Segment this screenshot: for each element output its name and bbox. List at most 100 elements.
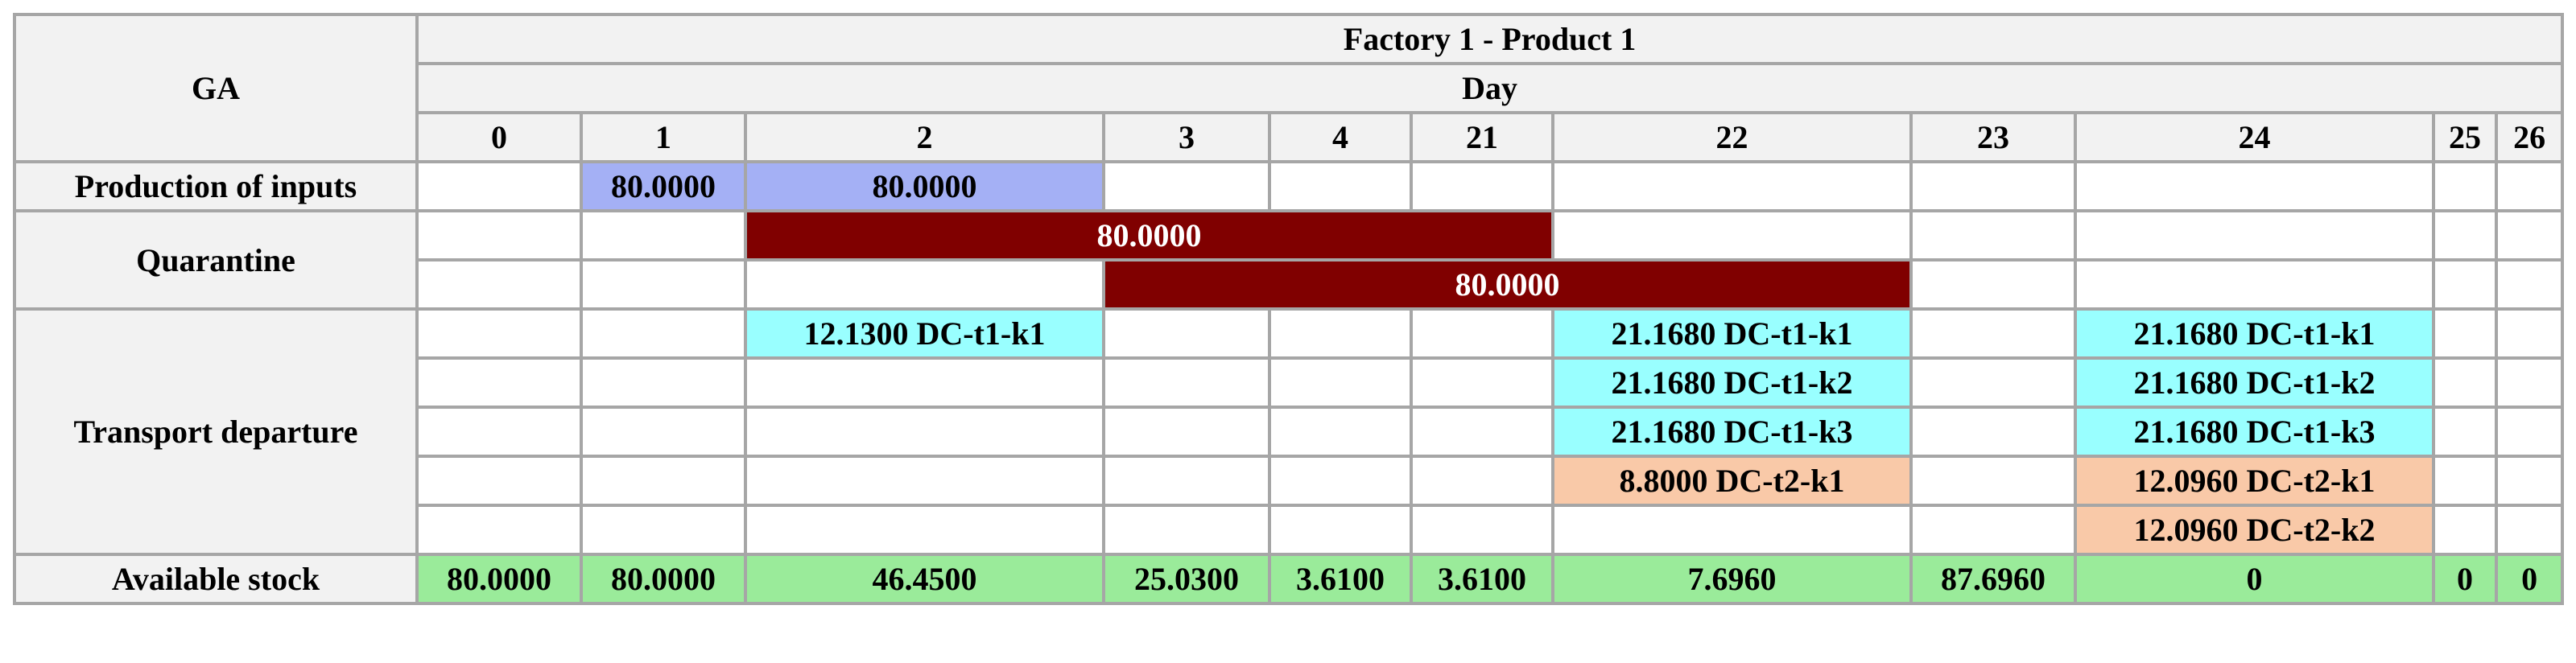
- quarantine-row: Quarantine 80.0000: [13, 209, 2565, 311]
- empty-cell: [1909, 356, 2077, 409]
- transport-cell: 21.1680 DC-t1-k1: [1551, 307, 1913, 360]
- empty-cell: [1268, 307, 1413, 360]
- empty-cell: [580, 307, 747, 360]
- day-header: 0: [415, 111, 583, 163]
- empty-cell: [415, 307, 583, 360]
- transport-row: Transport departure 12.1300 DC-t1-k1 21.…: [13, 307, 2565, 556]
- transport-cell: 12.1300 DC-t1-k1: [744, 307, 1105, 360]
- transport-cell: 21.1680 DC-t1-k3: [1551, 406, 1913, 458]
- empty-cell: [2494, 209, 2565, 261]
- day-header: 3: [1102, 111, 1271, 163]
- stock-cell: 7.6960: [1551, 553, 1913, 605]
- empty-cell: [1909, 258, 2077, 311]
- title: Factory 1 - Product 1: [415, 13, 2565, 65]
- stock-cell: 46.4500: [744, 553, 1105, 605]
- empty-cell: [744, 504, 1105, 556]
- empty-cell: [1410, 504, 1554, 556]
- empty-cell: [1102, 160, 1271, 212]
- row-label: Quarantine: [13, 209, 419, 311]
- empty-cell: [1909, 406, 2077, 458]
- empty-cell: [2432, 160, 2498, 212]
- empty-cell: [415, 455, 583, 507]
- empty-cell: [1909, 209, 2077, 261]
- empty-cell: [2494, 258, 2565, 311]
- empty-cell: [2494, 455, 2565, 507]
- empty-cell: [1410, 455, 1554, 507]
- schedule-table: GA Factory 1 - Product 1 Day 0 1 2 3 4 21 22 23…: [13, 13, 2565, 605]
- empty-cell: [580, 406, 747, 458]
- transport-cell: 21.1680 DC-t1-k1: [2074, 307, 2435, 360]
- empty-cell: [580, 455, 747, 507]
- day-header: 24: [2074, 111, 2435, 163]
- day-header: 21: [1410, 111, 1554, 163]
- stock-cell: 3.6100: [1268, 553, 1413, 605]
- empty-cell: [1909, 307, 2077, 360]
- day-header: 26: [2494, 111, 2565, 163]
- transport-cell: 21.1680 DC-t1-k2: [1551, 356, 1913, 409]
- empty-cell: [1102, 356, 1271, 409]
- empty-cell: [2494, 406, 2565, 458]
- transport-row: 12.0960 DC-t2-k2: [14, 504, 2565, 556]
- empty-cell: [580, 258, 747, 311]
- empty-cell: [1410, 307, 1554, 360]
- transport-row: 8.8000 DC-t2-k1 12.0960 DC-t2-k1: [14, 455, 2565, 507]
- empty-cell: [2432, 455, 2498, 507]
- quarantine-bar: 80.0000: [1102, 258, 1913, 311]
- empty-cell: [580, 504, 747, 556]
- stock-row: Available stock 80.0000 80.0000 46.4500 25.…: [13, 553, 2565, 605]
- stock-cell: 0: [2432, 553, 2498, 605]
- day-header: 2: [744, 111, 1105, 163]
- empty-cell: [2074, 209, 2435, 261]
- empty-cell: [2074, 258, 2435, 311]
- empty-cell: [744, 455, 1105, 507]
- corner: GA: [13, 13, 419, 163]
- stock-cell: 0: [2074, 553, 2435, 605]
- empty-cell: [744, 356, 1105, 409]
- empty-cell: [580, 356, 747, 409]
- empty-cell: [2432, 504, 2498, 556]
- transport-cell: 21.1680 DC-t1-k2: [2074, 356, 2435, 409]
- quarantine-row: 80.0000: [14, 258, 2565, 311]
- empty-cell: [2432, 307, 2498, 360]
- empty-cell: [415, 504, 583, 556]
- row-label: Production of inputs: [13, 160, 419, 212]
- stock-cell: 0: [2494, 553, 2565, 605]
- stock-cell: 87.6960: [1909, 553, 2077, 605]
- transport-cell: 12.0960 DC-t2-k2: [2074, 504, 2435, 556]
- transport-row: 21.1680 DC-t1-k3 21.1680 DC-t1-k3: [14, 406, 2565, 458]
- empty-cell: [2494, 504, 2565, 556]
- production-cell: 80.0000: [744, 160, 1105, 212]
- empty-cell: [580, 209, 747, 261]
- empty-cell: [2432, 258, 2498, 311]
- header-row: GA Factory 1 - Product 1: [13, 13, 2565, 163]
- empty-cell: [2432, 356, 2498, 409]
- empty-cell: [2494, 307, 2565, 360]
- day-header: 23: [1909, 111, 2077, 163]
- empty-cell: [1268, 504, 1413, 556]
- header-row: Day: [14, 62, 2565, 114]
- transport-cell: 21.1680 DC-t1-k3: [2074, 406, 2435, 458]
- empty-cell: [1102, 455, 1271, 507]
- empty-cell: [1410, 160, 1554, 212]
- empty-cell: [1268, 160, 1413, 212]
- empty-cell: [2494, 356, 2565, 409]
- empty-cell: [744, 406, 1105, 458]
- empty-cell: [1268, 406, 1413, 458]
- empty-cell: [1268, 356, 1413, 409]
- day-header: 25: [2432, 111, 2498, 163]
- day-header: 1: [580, 111, 747, 163]
- production-cell: 80.0000: [580, 160, 747, 212]
- stock-cell: 25.0300: [1102, 553, 1271, 605]
- empty-cell: [2432, 406, 2498, 458]
- empty-cell: [1909, 455, 2077, 507]
- empty-cell: [1909, 504, 2077, 556]
- subtitle: Day: [415, 62, 2565, 114]
- empty-cell: [415, 406, 583, 458]
- empty-cell: [415, 356, 583, 409]
- row-label: Transport departure: [13, 307, 419, 556]
- production-row: Production of inputs 80.0000 80.0000: [13, 160, 2565, 212]
- empty-cell: [1410, 406, 1554, 458]
- empty-cell: [1102, 504, 1271, 556]
- day-header: 22: [1551, 111, 1913, 163]
